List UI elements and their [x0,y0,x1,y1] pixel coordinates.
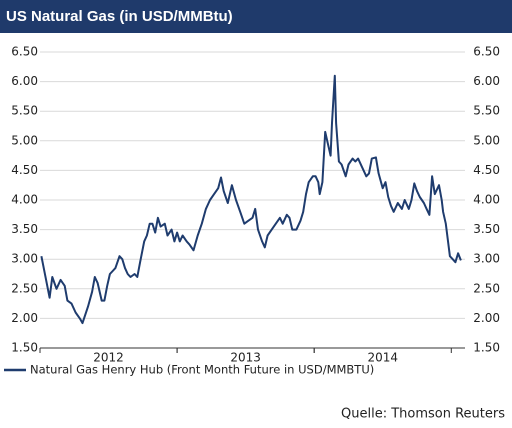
y-tick-label: 4.00 [11,193,38,207]
y-tick-label: 5.50 [11,104,38,118]
y2-tick-label: 5.00 [473,133,500,147]
y-tick-label: 3.50 [11,222,38,236]
y-tick-label: 5.00 [11,133,38,147]
legend-label: Natural Gas Henry Hub (Front Month Futur… [30,363,374,377]
y2-tick-label: 6.00 [473,74,500,88]
y2-tick-label: 3.00 [473,252,500,266]
y2-tick-label: 2.50 [473,281,500,295]
y2-tick-label: 4.00 [473,193,500,207]
x-tick-label: 2013 [230,351,261,365]
y-tick-label: 6.50 [11,45,38,59]
y-tick-label: 3.00 [11,252,38,266]
y2-tick-label: 4.50 [473,163,500,177]
x-tick-label: 2014 [367,351,398,365]
y-tick-label: 1.50 [11,341,38,355]
y-tick-label: 2.00 [11,311,38,325]
y-tick-label: 2.50 [11,281,38,295]
y2-tick-label: 6.50 [473,45,500,59]
y-tick-label: 4.50 [11,163,38,177]
y2-tick-label: 5.50 [473,104,500,118]
line [40,74,462,325]
y2-tick-label: 2.00 [473,311,500,325]
x-tick-label: 2012 [93,351,124,365]
y2-tick-label: 3.50 [473,222,500,236]
chart-title: US Natural Gas (in USD/MMBtu) [6,8,233,25]
y2-tick-label: 1.50 [473,341,500,355]
title-bar [0,0,512,33]
source: Quelle: Thomson Reuters [341,407,505,422]
y-tick-label: 6.00 [11,74,38,88]
